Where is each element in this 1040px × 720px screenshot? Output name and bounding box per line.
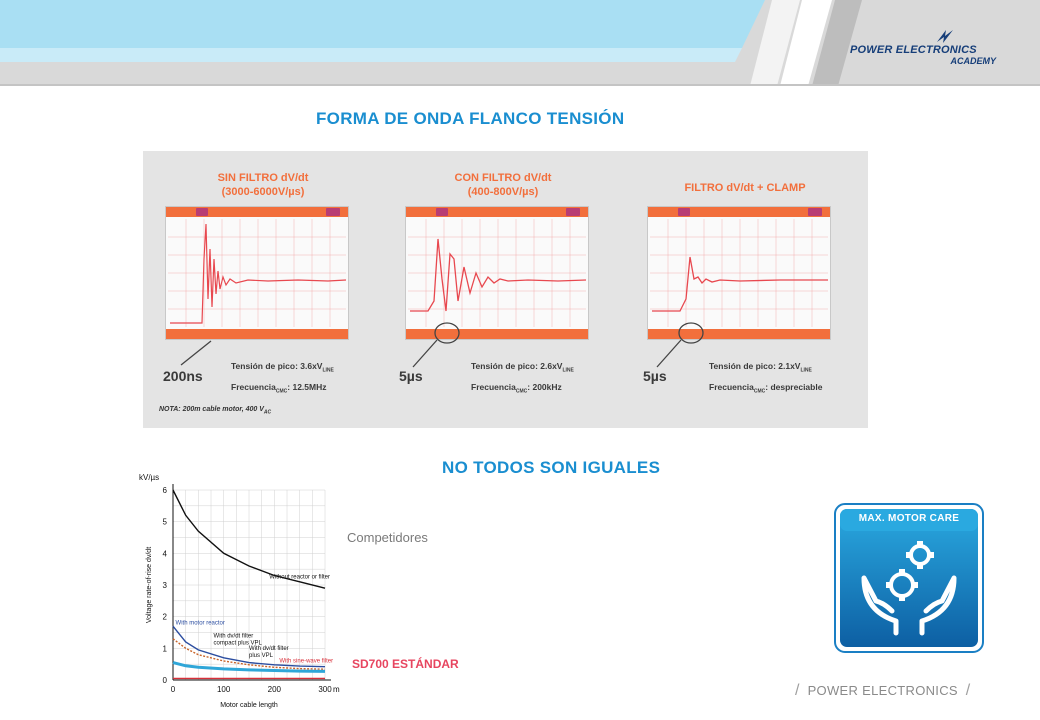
x-axis-label: Motor cable length [220, 702, 278, 709]
y-tick-label: 0 [163, 676, 168, 685]
callout-circle [656, 322, 704, 368]
y-tick-label: 5 [163, 518, 168, 527]
waveform-trace [408, 219, 586, 327]
y-tick-label: 3 [163, 581, 168, 590]
y-axis-label: Voltage rate-of-rise dv/dt [146, 547, 153, 623]
scope-column-dvdt-filter: CON FILTRO dV/dt (400-800V/µs) [383, 151, 623, 428]
series-line [172, 638, 326, 670]
series-label: Without reactor or filter [269, 575, 330, 581]
y-unit-label: kV/µs [139, 473, 159, 482]
y-tick-label: 2 [163, 613, 168, 622]
scope-heading-line1: FILTRO dV/dt + CLAMP [684, 182, 806, 194]
scope-screen [405, 206, 589, 340]
section-title-comparison: NO TODOS SON IGUALES [442, 458, 661, 477]
callout-line [180, 340, 212, 366]
header-banner [0, 0, 1040, 86]
footer-brand: / POWER ELECTRONICS / [795, 682, 971, 699]
scope-heading: SIN FILTRO dV/dt (3000-6000V/µs) [143, 171, 383, 199]
peak-info: Tensión de pico: 2.1xVLINE FrecuenciaCMC… [709, 361, 823, 395]
callout-circle [412, 322, 460, 368]
brand-name: POWER ELECTRONICS [850, 44, 977, 56]
scope-screen [647, 206, 831, 340]
scope-column-no-filter: SIN FILTRO dV/dt (3000-6000V/µs) [143, 151, 383, 428]
scope-heading-line1: SIN FILTRO dV/dt [217, 172, 309, 184]
scope-heading: FILTRO dV/dt + CLAMP [625, 181, 865, 195]
power-arrow-icon [937, 30, 953, 43]
scope-column-dvdt-clamp: FILTRO dV/dt + CLAMP [625, 151, 865, 428]
scope-heading: CON FILTRO dV/dt (400-800V/µs) [383, 171, 623, 199]
waveform-trace [650, 219, 828, 327]
test-note: NOTA: 200m cable motor, 400 VAC [159, 406, 272, 416]
competitors-label: Competidores [347, 530, 428, 545]
y-tick-label: 4 [163, 549, 168, 558]
scope-heading-line1: CON FILTRO dV/dt [454, 172, 552, 184]
x-tick-label: 200 [268, 685, 282, 694]
y-tick-label: 6 [163, 486, 168, 495]
x-tick-label: 300 [318, 685, 332, 694]
dvdt-chart: 0 100 200 300 0 1 2 3 4 5 6 m kV/µs Motor cable lengt… [139, 473, 340, 709]
scope-heading-line2: (3000-6000V/µs) [221, 186, 305, 198]
timebase-label: 200ns [163, 368, 203, 384]
series-label: With motor reactor [176, 621, 225, 627]
oscilloscope-panel: SIN FILTRO dV/dt (3000-6000V/µs) [143, 151, 868, 428]
series-label: With sine-wave filter [279, 659, 333, 665]
series-label: With dv/dt filter compact plus VPL [214, 633, 263, 646]
brand-subtitle: ACADEMY [950, 56, 996, 66]
brand-logo: POWER ELECTRONICS ACADEMY [840, 30, 1010, 68]
scope-screen [165, 206, 349, 340]
peak-info: Tensión de pico: 3.6xVLINE FrecuenciaCMC… [231, 361, 334, 395]
motor-care-icon [834, 503, 984, 653]
series-line [172, 661, 326, 673]
waveform-trace [168, 219, 346, 327]
peak-info: Tensión de pico: 2.6xVLINE FrecuenciaCMC… [471, 361, 574, 395]
timebase-label: 5µs [643, 368, 667, 384]
x-unit-label: m [333, 685, 340, 694]
x-tick-label: 100 [217, 685, 231, 694]
y-tick-label: 1 [163, 644, 168, 653]
series-line [172, 625, 326, 668]
section-title-waveform: FORMA DE ONDA FLANCO TENSIÓN [316, 109, 625, 128]
series-label: With dv/dt filter plus VPL [249, 646, 289, 659]
timebase-label: 5µs [399, 368, 423, 384]
badge-label: MAX. MOTOR CARE [858, 513, 960, 524]
x-tick-label: 0 [171, 685, 176, 694]
footer-text: POWER ELECTRONICS [807, 683, 958, 698]
max-motor-care-badge: MAX. MOTOR CARE [834, 503, 984, 653]
scope-heading-line2: (400-800V/µs) [467, 186, 539, 198]
sd700-standard-label: SD700 ESTÁNDAR [352, 657, 459, 671]
series-line [172, 489, 326, 589]
